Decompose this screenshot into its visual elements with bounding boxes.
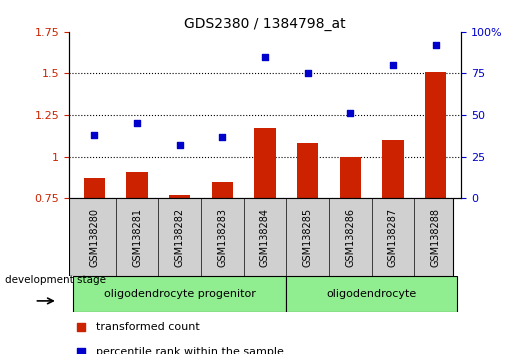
Bar [73,276,286,312]
Text: GSM138282: GSM138282 [175,207,185,267]
Bar [254,129,276,198]
Text: development stage: development stage [5,275,107,285]
Text: GSM138283: GSM138283 [217,208,227,267]
Bar [286,276,457,312]
Text: GSM138287: GSM138287 [388,207,398,267]
Title: GDS2380 / 1384798_at: GDS2380 / 1384798_at [184,17,346,31]
Bar [340,156,361,198]
Text: oligodendrocyte progenitor: oligodendrocyte progenitor [104,289,255,299]
Text: GSM138288: GSM138288 [430,208,440,267]
Point [90,132,99,138]
Point [76,349,85,354]
Point [431,42,440,48]
Text: percentile rank within the sample: percentile rank within the sample [96,347,284,354]
Text: GSM138281: GSM138281 [132,208,142,267]
Text: GSM138285: GSM138285 [303,207,313,267]
Bar [297,143,319,198]
Point [388,62,397,68]
Bar [382,140,403,198]
Bar [211,182,233,198]
Bar [169,195,190,198]
Point [218,134,227,139]
Point [346,110,355,116]
Text: transformed count: transformed count [96,322,200,332]
Point [133,120,142,126]
Bar [84,178,105,198]
Point [175,142,184,148]
Point [303,71,312,76]
Bar [127,172,148,198]
Point [76,325,85,330]
Text: GSM138284: GSM138284 [260,208,270,267]
Text: oligodendrocyte: oligodendrocyte [326,289,417,299]
Text: GSM138286: GSM138286 [345,208,355,267]
Bar [425,72,446,198]
Point [261,54,269,59]
Text: GSM138280: GSM138280 [90,208,100,267]
